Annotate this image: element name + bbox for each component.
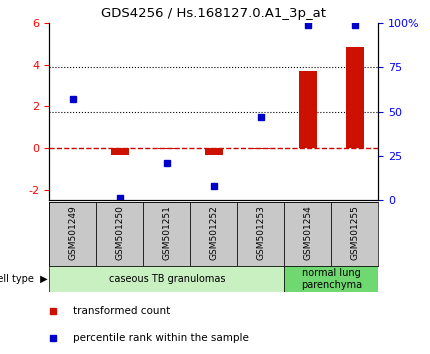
Bar (144, 202, 190, 266)
Text: GSM501251: GSM501251 (163, 205, 172, 260)
Bar (252, 148, 270, 149)
Bar (190, 202, 237, 266)
Text: GSM501249: GSM501249 (68, 205, 77, 260)
Bar (111, 148, 129, 155)
Text: percentile rank within the sample: percentile rank within the sample (73, 333, 249, 343)
Bar (332, 202, 378, 266)
Text: GSM501255: GSM501255 (350, 205, 359, 260)
Text: normal lung
parenchyma: normal lung parenchyma (301, 268, 362, 290)
Bar (96, 202, 144, 266)
Text: GSM501252: GSM501252 (209, 205, 218, 260)
Text: GSM501250: GSM501250 (115, 205, 124, 260)
Title: GDS4256 / Hs.168127.0.A1_3p_at: GDS4256 / Hs.168127.0.A1_3p_at (101, 7, 326, 21)
Bar (298, 71, 317, 148)
Text: cell type  ▶: cell type ▶ (0, 274, 47, 284)
Bar (237, 202, 284, 266)
Bar (284, 266, 378, 292)
Text: GSM501253: GSM501253 (256, 205, 265, 260)
Bar (345, 47, 364, 148)
Bar (49, 266, 284, 292)
Text: caseous TB granulomas: caseous TB granulomas (109, 274, 225, 284)
Bar (205, 148, 223, 155)
Bar (49, 202, 96, 266)
Bar (157, 148, 176, 149)
Text: transformed count: transformed count (73, 306, 170, 316)
Bar (284, 202, 332, 266)
Text: GSM501254: GSM501254 (304, 205, 313, 260)
